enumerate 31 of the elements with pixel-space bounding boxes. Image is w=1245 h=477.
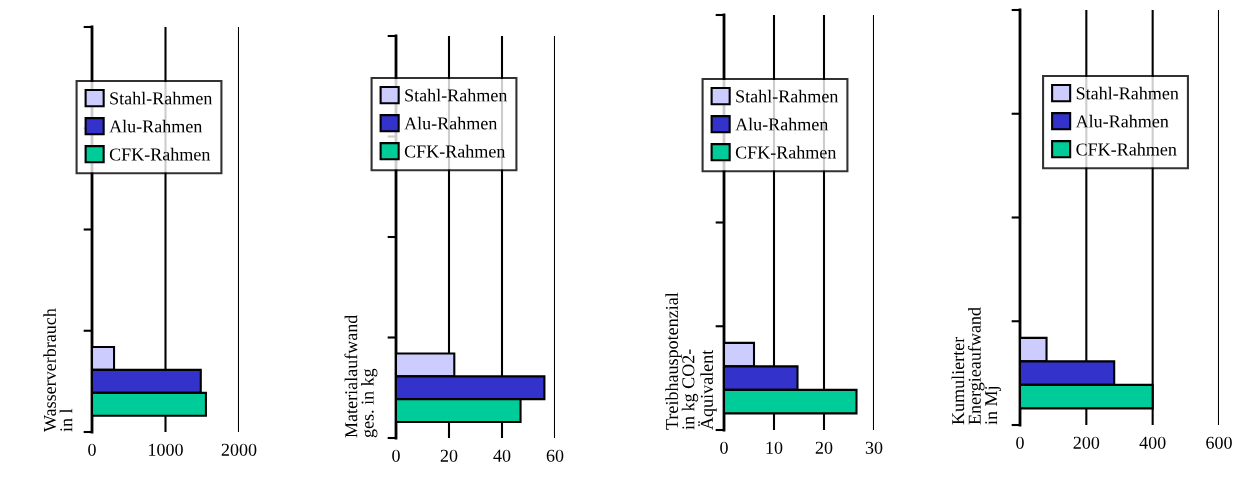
legend-label: Alu-Rahmen (1075, 114, 1169, 128)
x-tick-label: 2000 (221, 443, 257, 456)
y-axis-title: Treibhauspotenzial in kg CO2- Äquivalent (665, 292, 717, 430)
x-tick-label: 200 (1073, 436, 1100, 449)
x-tick-label: 0 (88, 443, 96, 456)
y-axis-title: Kumulierter Energieaufwand in Mj (951, 307, 1001, 425)
x-tick-label: 0 (1016, 436, 1024, 449)
x-tick-label: 1000 (149, 443, 183, 456)
x-tick-label: 0 (392, 449, 400, 462)
legend-label: Alu-Rahmen (404, 116, 498, 130)
legend-label: Stahl-Rahmen (405, 88, 508, 102)
legend-label: Stahl-Rahmen (110, 91, 213, 105)
x-tick-label: 60 (546, 449, 564, 462)
legend-label: Stahl-Rahmen (1076, 86, 1179, 100)
x-tick-label: 40 (493, 449, 511, 462)
x-tick-label: 10 (766, 441, 783, 454)
legend-label: Stahl-Rahmen (736, 89, 839, 103)
x-tick-label: 0 (720, 441, 728, 454)
legend-label: Alu-Rahmen (109, 119, 203, 133)
y-axis-title: Wasserverbrauch in l (43, 308, 73, 432)
x-tick-label: 400 (1139, 436, 1166, 449)
legend-label: CFK-Rahmen (404, 144, 506, 158)
x-tick-label: 30 (865, 441, 883, 454)
x-tick-label: 20 (815, 441, 833, 454)
legend-label: CFK-Rahmen (1076, 142, 1177, 156)
legend-label: CFK-Rahmen (109, 147, 211, 161)
y-axis-title: Materialaufwand ges. in kg (344, 314, 378, 438)
legend-label: Alu-Rahmen (735, 117, 829, 131)
x-tick-label: 600 (1206, 436, 1232, 449)
legend-label: CFK-Rahmen (735, 145, 837, 159)
x-tick-label: 20 (440, 449, 458, 462)
